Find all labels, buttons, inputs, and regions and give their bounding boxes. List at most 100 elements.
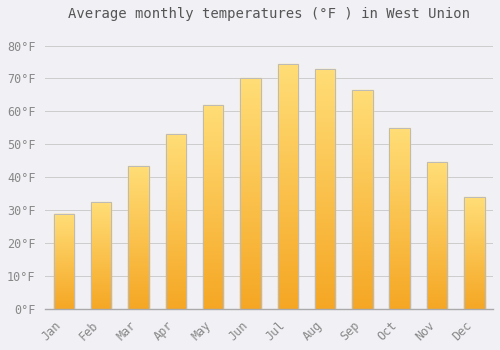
Bar bbox=[166, 220, 186, 222]
Bar bbox=[166, 201, 186, 203]
Bar bbox=[464, 207, 484, 208]
Bar bbox=[464, 217, 484, 218]
Bar bbox=[278, 64, 298, 309]
Bar bbox=[278, 145, 298, 147]
Bar bbox=[390, 258, 410, 260]
Bar bbox=[128, 247, 148, 249]
Bar bbox=[352, 151, 372, 154]
Bar bbox=[203, 258, 224, 260]
Bar bbox=[128, 216, 148, 217]
Bar bbox=[166, 283, 186, 285]
Bar bbox=[352, 222, 372, 224]
Bar bbox=[203, 254, 224, 256]
Bar bbox=[390, 182, 410, 184]
Bar bbox=[203, 266, 224, 268]
Bar bbox=[278, 76, 298, 78]
Bar bbox=[352, 162, 372, 164]
Bar bbox=[390, 228, 410, 229]
Bar bbox=[240, 281, 260, 284]
Bar bbox=[128, 237, 148, 239]
Bar bbox=[278, 198, 298, 201]
Bar bbox=[166, 272, 186, 274]
Bar bbox=[91, 276, 112, 277]
Bar bbox=[427, 278, 448, 280]
Bar bbox=[352, 230, 372, 232]
Bar bbox=[166, 293, 186, 295]
Bar bbox=[427, 187, 448, 189]
Bar bbox=[464, 255, 484, 257]
Bar bbox=[166, 295, 186, 297]
Bar bbox=[315, 292, 336, 295]
Bar bbox=[278, 201, 298, 203]
Bar bbox=[278, 147, 298, 149]
Bar bbox=[464, 269, 484, 270]
Bar bbox=[128, 295, 148, 296]
Bar bbox=[54, 278, 74, 279]
Bar bbox=[315, 74, 336, 76]
Bar bbox=[54, 261, 74, 262]
Bar bbox=[278, 208, 298, 211]
Bar bbox=[278, 162, 298, 164]
Bar bbox=[390, 275, 410, 276]
Bar bbox=[278, 255, 298, 258]
Bar bbox=[166, 306, 186, 307]
Bar bbox=[390, 155, 410, 157]
Bar bbox=[352, 208, 372, 210]
Bar bbox=[278, 196, 298, 198]
Bar bbox=[166, 190, 186, 192]
Bar bbox=[352, 164, 372, 167]
Bar bbox=[166, 217, 186, 218]
Bar bbox=[427, 258, 448, 259]
Bar bbox=[427, 236, 448, 237]
Bar bbox=[390, 211, 410, 213]
Bar bbox=[166, 274, 186, 276]
Bar bbox=[390, 195, 410, 197]
Bar bbox=[203, 131, 224, 133]
Bar bbox=[464, 230, 484, 231]
Bar bbox=[54, 281, 74, 282]
Bar bbox=[464, 288, 484, 289]
Bar bbox=[54, 234, 74, 236]
Bar bbox=[240, 104, 260, 106]
Bar bbox=[54, 298, 74, 299]
Bar bbox=[427, 280, 448, 281]
Bar bbox=[91, 307, 112, 308]
Bar bbox=[128, 276, 148, 278]
Bar bbox=[390, 204, 410, 206]
Bar bbox=[91, 291, 112, 292]
Bar bbox=[278, 176, 298, 179]
Bar bbox=[352, 130, 372, 132]
Bar bbox=[91, 238, 112, 239]
Bar bbox=[278, 236, 298, 238]
Bar bbox=[203, 290, 224, 293]
Bar bbox=[128, 197, 148, 199]
Bar bbox=[464, 300, 484, 301]
Bar bbox=[166, 176, 186, 178]
Bar bbox=[427, 166, 448, 167]
Bar bbox=[166, 134, 186, 309]
Bar bbox=[128, 186, 148, 187]
Bar bbox=[128, 199, 148, 200]
Bar bbox=[278, 137, 298, 140]
Bar bbox=[464, 271, 484, 272]
Bar bbox=[315, 158, 336, 160]
Bar bbox=[54, 226, 74, 227]
Bar bbox=[352, 228, 372, 230]
Bar bbox=[128, 167, 148, 169]
Bar bbox=[240, 302, 260, 304]
Bar bbox=[54, 236, 74, 237]
Bar bbox=[128, 259, 148, 260]
Bar bbox=[390, 298, 410, 300]
Bar bbox=[166, 143, 186, 145]
Bar bbox=[464, 304, 484, 306]
Bar bbox=[427, 164, 448, 166]
Bar bbox=[91, 212, 112, 213]
Bar bbox=[464, 253, 484, 254]
Bar bbox=[315, 155, 336, 158]
Bar bbox=[91, 220, 112, 221]
Bar bbox=[278, 81, 298, 83]
Bar bbox=[427, 214, 448, 215]
Bar bbox=[464, 224, 484, 225]
Bar bbox=[240, 279, 260, 281]
Bar bbox=[166, 173, 186, 175]
